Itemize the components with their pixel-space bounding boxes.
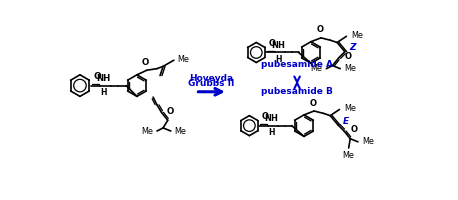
- Text: Me: Me: [141, 127, 153, 136]
- Text: Me: Me: [362, 137, 374, 146]
- Text: O: O: [345, 52, 352, 61]
- Text: Grubbs II: Grubbs II: [188, 79, 235, 88]
- Text: O: O: [167, 107, 174, 116]
- Text: Me: Me: [344, 104, 356, 113]
- Text: O: O: [316, 25, 324, 34]
- Text: O: O: [261, 112, 268, 121]
- Text: O: O: [350, 125, 357, 134]
- Text: O: O: [94, 72, 102, 81]
- Text: Hoveyda: Hoveyda: [190, 74, 234, 83]
- Text: Me: Me: [178, 55, 190, 64]
- Text: O: O: [268, 39, 275, 48]
- Text: E: E: [343, 117, 349, 126]
- Text: Z: Z: [349, 43, 356, 52]
- Text: H: H: [101, 88, 107, 97]
- Text: Me: Me: [174, 127, 186, 136]
- Text: H: H: [275, 55, 282, 64]
- Text: NH: NH: [272, 41, 285, 50]
- Text: Me: Me: [344, 64, 356, 73]
- Text: NH: NH: [265, 114, 278, 123]
- Text: O: O: [310, 99, 317, 108]
- Text: H: H: [268, 128, 275, 137]
- Text: Me: Me: [311, 64, 322, 73]
- Text: O: O: [142, 58, 149, 67]
- Text: pubesamide A: pubesamide A: [261, 60, 333, 69]
- Text: Me: Me: [342, 151, 354, 160]
- Text: pubesamide B: pubesamide B: [261, 87, 333, 96]
- Text: NH: NH: [97, 74, 111, 83]
- Text: Me: Me: [351, 31, 363, 40]
